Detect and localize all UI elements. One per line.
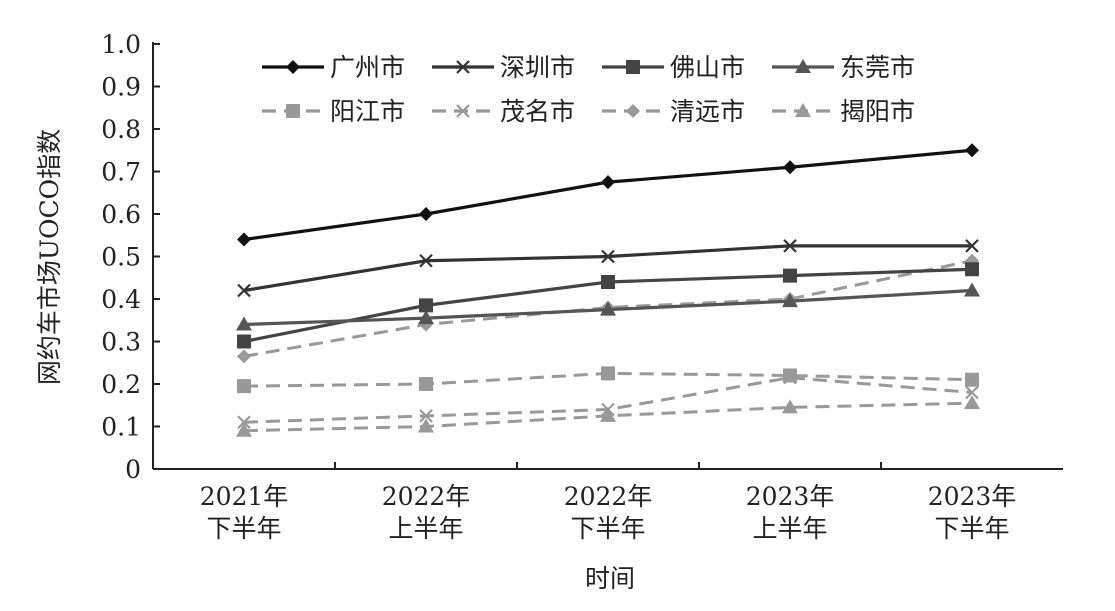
series-lines xyxy=(236,143,980,437)
data-point xyxy=(419,253,433,268)
legend-item: 茂名市 xyxy=(432,97,575,126)
x-axis-title: 时间 xyxy=(585,564,635,593)
data-point xyxy=(965,372,979,387)
series-4 xyxy=(236,282,980,331)
data-point xyxy=(419,207,433,221)
data-point xyxy=(601,366,615,381)
x-tick-label: 2022年上半年 xyxy=(382,482,471,543)
legend-item: 清远市 xyxy=(602,97,745,126)
data-point xyxy=(418,310,434,325)
data-point xyxy=(965,385,979,400)
legend-item: 东莞市 xyxy=(772,53,915,82)
legend-item: 广州市 xyxy=(262,53,405,82)
data-point xyxy=(237,283,251,298)
legend-label: 东莞市 xyxy=(840,53,915,82)
y-tick-label: 0.8 xyxy=(101,115,141,144)
data-point xyxy=(783,368,797,383)
data-point xyxy=(964,282,980,297)
data-point xyxy=(419,409,433,423)
data-point xyxy=(237,379,251,394)
data-point xyxy=(783,239,797,253)
y-tick-label: 0.2 xyxy=(101,370,141,399)
x-tick-label: 2021年下半年 xyxy=(200,482,289,543)
y-tick-label: 0.1 xyxy=(101,413,141,442)
legend-marker xyxy=(286,104,300,118)
data-point xyxy=(965,239,979,253)
data-point xyxy=(419,377,433,391)
data-point xyxy=(965,143,979,158)
data-point xyxy=(783,160,797,175)
data-point xyxy=(782,293,798,308)
legend-item: 揭阳市 xyxy=(772,97,915,126)
data-point xyxy=(600,407,616,422)
data-point xyxy=(601,249,615,264)
y-tick-label: 0.4 xyxy=(101,285,141,314)
legend-marker xyxy=(456,104,470,118)
data-point xyxy=(601,275,615,289)
y-tick-label: 0 xyxy=(125,455,141,484)
legend-label: 深圳市 xyxy=(500,53,575,82)
legend-marker xyxy=(626,104,640,118)
data-point xyxy=(965,262,979,277)
data-point xyxy=(600,301,616,316)
legend-marker xyxy=(795,59,811,73)
x-tick-label: 2022年下半年 xyxy=(564,482,653,543)
series-5 xyxy=(237,366,979,394)
legend-label: 清远市 xyxy=(670,97,745,126)
x-tick-label: 2023年下半年 xyxy=(928,482,1017,543)
legend-label: 茂名市 xyxy=(500,97,575,126)
data-point xyxy=(419,298,433,313)
legend-label: 阳江市 xyxy=(330,97,405,126)
x-tick-label: 2023年上半年 xyxy=(746,482,835,543)
legend-marker xyxy=(286,60,300,74)
data-point xyxy=(236,422,252,437)
data-point xyxy=(237,334,251,349)
data-point xyxy=(783,370,797,385)
data-point xyxy=(236,316,252,331)
series-2 xyxy=(237,239,979,298)
data-point xyxy=(782,399,798,414)
y-tick-label: 0.3 xyxy=(101,328,141,357)
y-tick-label: 1.0 xyxy=(101,30,141,59)
y-tick-label: 0.9 xyxy=(101,73,141,102)
series-1 xyxy=(237,143,979,247)
data-point xyxy=(237,232,251,247)
legend-item: 深圳市 xyxy=(432,53,575,82)
y-tick-label: 0.6 xyxy=(101,200,141,229)
data-point xyxy=(783,268,797,283)
series-line xyxy=(243,259,973,358)
data-point xyxy=(418,418,434,433)
legend-label: 揭阳市 xyxy=(840,97,915,126)
data-point xyxy=(964,395,980,410)
legend-label: 广州市 xyxy=(330,53,405,82)
data-point xyxy=(237,349,251,364)
legend-item: 阳江市 xyxy=(262,97,405,126)
legend-label: 佛山市 xyxy=(670,53,745,82)
legend-marker xyxy=(626,60,640,74)
y-tick-label: 0.5 xyxy=(101,243,141,272)
data-point xyxy=(601,175,615,190)
legend-marker xyxy=(795,103,811,117)
y-axis-title: 网约车市场UOCO指数 xyxy=(35,129,64,385)
series-3 xyxy=(237,262,979,349)
legend-item: 佛山市 xyxy=(602,53,745,82)
series-line xyxy=(243,148,973,242)
legend-marker xyxy=(456,60,470,74)
series-8 xyxy=(236,395,980,437)
chart-axes: 0 0.1 0.2 0.3 0.4 0.5 0.6 0.7 0.8 0.9 1.0 2021年下半年 2… xyxy=(101,30,1063,543)
y-tick-label: 0.7 xyxy=(101,158,141,187)
data-point xyxy=(237,415,251,430)
